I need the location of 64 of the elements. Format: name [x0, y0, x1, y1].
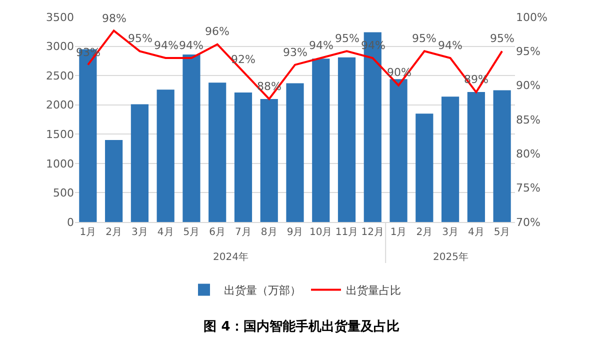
x-tick-label: 11月	[335, 227, 358, 238]
y2-tick-label: 90%	[516, 79, 540, 92]
bar	[467, 92, 485, 222]
y2-tick-label: 85%	[516, 113, 540, 126]
x-tick-label: 1月	[390, 227, 407, 238]
bar	[493, 90, 511, 222]
x-tick-label: 7月	[235, 227, 252, 238]
data-label: 96%	[205, 25, 230, 38]
y2-tick-label: 95%	[516, 45, 540, 58]
x-tick-label: 5月	[494, 227, 510, 238]
bar	[182, 54, 200, 222]
x-tick-label: 3月	[132, 227, 148, 238]
legend-label: 出货量占比	[346, 284, 401, 298]
y2-tick-label: 100%	[516, 10, 548, 24]
x-tick-label: 9月	[286, 227, 304, 238]
legend-label: 出货量（万部）	[224, 284, 301, 298]
bar	[260, 99, 278, 222]
x-tick-label: 12月	[361, 227, 384, 238]
x-tick-label: 5月	[183, 227, 200, 238]
x-tick-label: 8月	[260, 227, 278, 238]
x-tick-label: 10月	[310, 227, 332, 238]
data-label: 95%	[128, 32, 152, 45]
y2-tick-label: 80%	[516, 148, 540, 161]
data-label: 98%	[102, 12, 126, 25]
bar	[390, 79, 408, 222]
text: 2025年	[433, 251, 468, 263]
y-tick-label: 3500	[46, 10, 74, 24]
bar	[286, 83, 304, 222]
y2-tick-label: 75%	[516, 182, 540, 195]
bar	[312, 58, 330, 222]
y-tick-label: 0	[67, 216, 74, 229]
x-tick-label: 1月	[80, 227, 96, 238]
bar	[338, 57, 356, 222]
x-tick-label: 2月	[106, 227, 122, 238]
data-label: 94%	[309, 39, 334, 52]
text: 图 4：国内智能手机出货量及占比	[204, 318, 400, 334]
bar	[105, 140, 123, 222]
data-label: 94%	[179, 39, 204, 52]
bar	[156, 90, 174, 222]
text: 2024年	[213, 251, 248, 263]
data-label: 95%	[490, 32, 514, 45]
data-label: 94%	[154, 39, 178, 52]
x-tick-label: 2月	[416, 227, 433, 238]
x-tick-label: 6月	[209, 227, 226, 238]
y-tick-label: 1500	[46, 128, 74, 141]
x-tick-label: 3月	[442, 227, 458, 238]
y-tick-label: 1000	[46, 157, 74, 170]
bar	[234, 92, 252, 222]
y-tick-label: 2000	[46, 98, 74, 112]
data-label: 95%	[412, 32, 436, 45]
bar	[208, 82, 226, 222]
data-label: 95%	[335, 32, 360, 45]
y2-tick-label: 70%	[516, 216, 540, 229]
y-tick-label: 500	[53, 186, 74, 200]
x-tick-label: 4月	[157, 227, 174, 238]
y-tick-label: 2500	[46, 69, 74, 82]
data-label: 93%	[283, 46, 308, 59]
bar	[441, 96, 460, 222]
data-label: 94%	[438, 39, 462, 52]
bar	[130, 104, 149, 222]
data-label: 92%	[231, 53, 256, 66]
y-tick-label: 3000	[46, 40, 74, 54]
bar	[416, 114, 434, 222]
x-tick-label: 4月	[468, 227, 484, 238]
